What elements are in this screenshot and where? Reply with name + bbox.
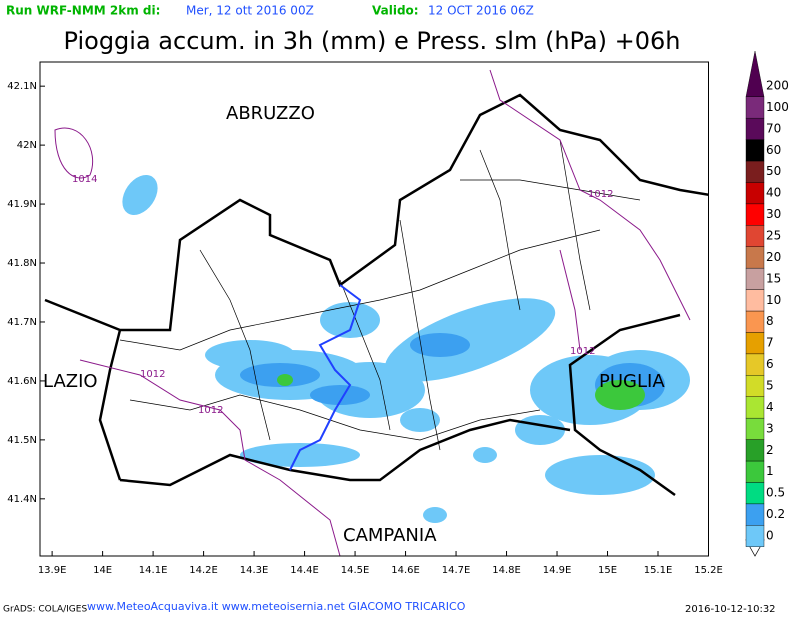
colorbar-label: 40 xyxy=(766,186,781,200)
colorbar-band xyxy=(745,353,765,376)
colorbar-band xyxy=(745,375,765,397)
colorbar-band xyxy=(745,310,765,333)
lon-tick-label: 13.9E xyxy=(38,565,67,576)
colorbar-band xyxy=(745,182,765,205)
isobar-label: 1014 xyxy=(72,174,97,185)
colorbar-band xyxy=(745,289,765,312)
isobar-label: 1012 xyxy=(570,346,595,357)
lon-tick-label: 14.5E xyxy=(341,565,370,576)
colorbar-band xyxy=(745,503,765,526)
colorbar-label: 4 xyxy=(766,400,774,414)
colorbar-label: 20 xyxy=(766,250,781,264)
colorbar-label: 6 xyxy=(766,357,774,371)
colorbar-label: 0 xyxy=(766,529,774,543)
ticks: 13.9E 14E 14.1E 14.2E 14.3E 14.4E 14.5E 14.6E 14… xyxy=(7,81,723,576)
footer-left: GrADS: COLA/IGES xyxy=(3,605,87,615)
colorbar-label: 60 xyxy=(766,143,781,157)
colorbar-band xyxy=(745,160,765,183)
lon-tick-label: 15E xyxy=(598,565,617,576)
lon-tick-label: 15.2E xyxy=(694,565,723,576)
lon-tick-label: 14E xyxy=(93,565,112,576)
lat-tick-label: 41.6N xyxy=(7,376,37,387)
lat-tick-label: 41.9N xyxy=(7,199,37,210)
colorbar-band xyxy=(745,482,765,505)
colorbar-band xyxy=(745,117,765,140)
colorbar-band xyxy=(745,525,765,547)
colorbar-band xyxy=(745,439,765,462)
municipal-borders xyxy=(119,139,641,451)
isobar-label: 1012 xyxy=(140,369,165,380)
valid-label: Valido: xyxy=(372,4,419,18)
colorbar-band xyxy=(745,203,765,226)
valid-date: 12 OCT 2016 06Z xyxy=(428,4,534,18)
colorbar-label: 1 xyxy=(766,464,774,478)
province-border xyxy=(289,284,362,471)
colorbar-label: 30 xyxy=(766,207,781,221)
lon-tick-label: 14.2E xyxy=(189,565,218,576)
colorbar-band xyxy=(745,267,765,290)
lat-tick-label: 41.7N xyxy=(7,317,37,328)
lon-tick-label: 14.8E xyxy=(492,565,521,576)
region-label: CAMPANIA xyxy=(343,525,437,546)
lat-tick-label: 42N xyxy=(17,140,37,151)
lon-tick-label: 15.1E xyxy=(644,565,673,576)
colorbar-label: 200 xyxy=(766,79,789,93)
colorbar-label: 50 xyxy=(766,164,781,178)
isobars xyxy=(54,69,691,556)
colorbar-label: 100 xyxy=(766,100,789,114)
colorbar-label: 70 xyxy=(766,121,781,135)
map-labels: ABRUZZO LAZIO PUGLIA CAMPANIA 1014 1012 … xyxy=(43,103,665,546)
colorbar-band xyxy=(745,225,765,247)
colorbar-label: 5 xyxy=(766,379,774,393)
colorbar: 0 0.2 0.5 1 2 3 4 5 6 7 8 10 15 20 25 30 40 50 60 70 100 200 xyxy=(745,50,789,557)
region-border xyxy=(44,93,709,497)
lat-tick-label: 41.8N xyxy=(7,258,37,269)
region-label: ABRUZZO xyxy=(226,103,315,124)
map-frame xyxy=(39,61,709,557)
run-date: Mer, 12 ott 2016 00Z xyxy=(186,4,314,18)
lon-tick-label: 14.4E xyxy=(290,565,319,576)
isobar-label: 1012 xyxy=(588,189,613,200)
lat-tick-label: 41.4N xyxy=(7,494,37,505)
isobar-label: 1012 xyxy=(198,405,223,416)
run-label: Run WRF-NMM 2km di: xyxy=(6,4,160,18)
colorbar-label: 7 xyxy=(766,336,774,350)
colorbar-label: 8 xyxy=(766,314,774,328)
colorbar-label: 10 xyxy=(766,293,781,307)
footer-right: 2016-10-12-10:32 xyxy=(685,604,776,615)
region-label: LAZIO xyxy=(43,371,98,392)
colorbar-band xyxy=(745,332,765,355)
lon-tick-label: 14.1E xyxy=(139,565,168,576)
colorbar-label: 2 xyxy=(766,443,774,457)
colorbar-band xyxy=(745,96,765,119)
colorbar-label: 15 xyxy=(766,271,781,285)
colorbar-label: 0.5 xyxy=(766,486,785,500)
lon-tick-label: 14.7E xyxy=(442,565,471,576)
colorbar-band xyxy=(745,246,765,269)
colorbar-band xyxy=(745,396,765,419)
colorbar-band xyxy=(745,139,765,162)
colorbar-label: 0.2 xyxy=(766,507,785,521)
colorbar-label: 3 xyxy=(766,421,774,435)
lon-tick-label: 14.9E xyxy=(543,565,572,576)
lon-tick-label: 14.3E xyxy=(240,565,269,576)
colorbar-band xyxy=(745,460,765,483)
region-label: PUGLIA xyxy=(599,371,665,392)
footer-center: www.MeteoAcquaviva.it www.meteoisernia.n… xyxy=(87,600,466,613)
colorbar-band xyxy=(745,417,765,440)
rain-green xyxy=(277,374,645,410)
map-content xyxy=(44,69,709,556)
colorbar-label: 25 xyxy=(766,229,781,243)
colorbar-top xyxy=(745,50,765,97)
lat-tick-label: 41.5N xyxy=(7,435,37,446)
lat-tick-label: 42.1N xyxy=(7,81,37,92)
map-title: Pioggia accum. in 3h (mm) e Press. slm (… xyxy=(64,27,681,55)
lon-tick-label: 14.6E xyxy=(391,565,420,576)
